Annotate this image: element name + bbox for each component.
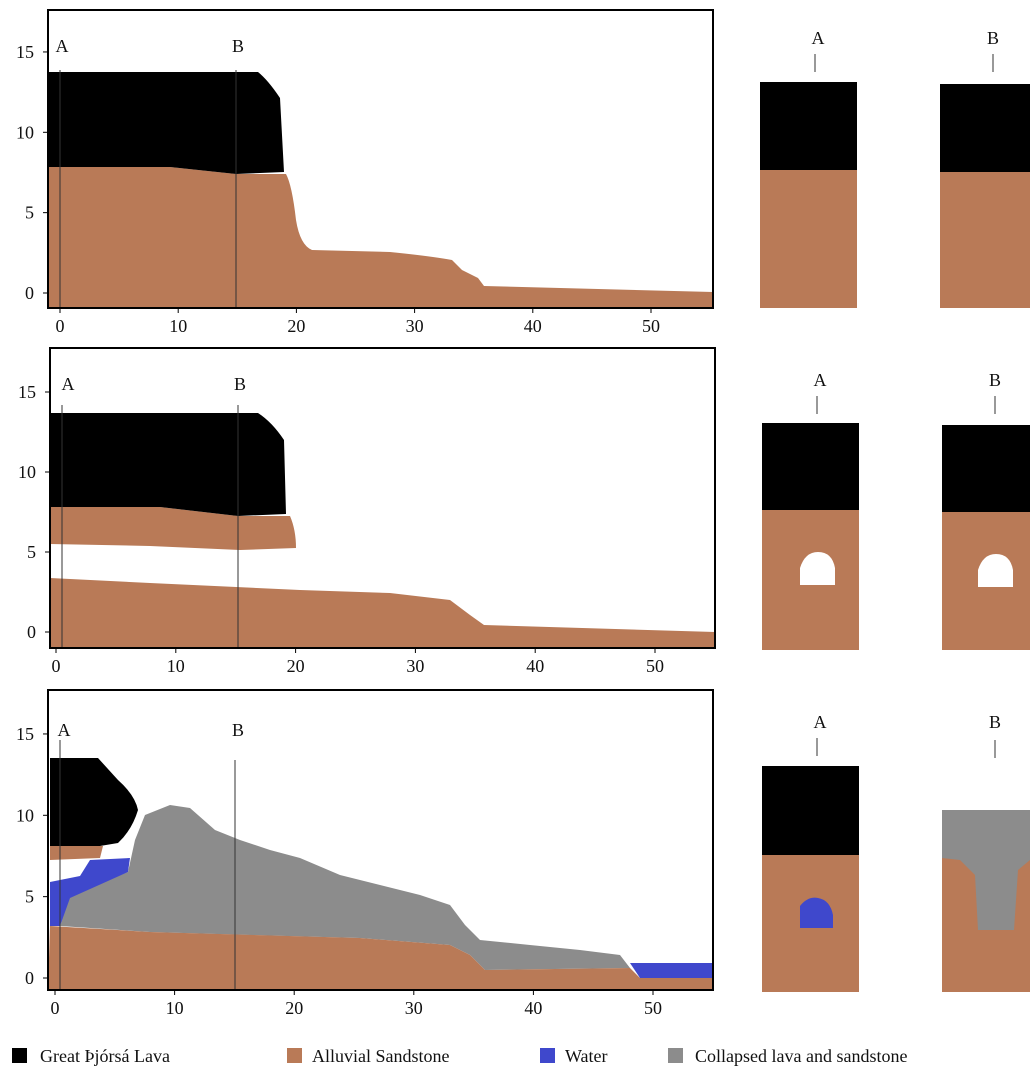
y-tick-label: 15	[16, 42, 34, 62]
sandstone	[940, 172, 1030, 308]
panel-1: 0 10 20 30 40 50 0 5 10 15 A B A B	[16, 10, 1030, 336]
x-tick-label: 0	[51, 998, 60, 1018]
profile-label: A	[56, 36, 69, 56]
y-tick-label: 0	[25, 968, 34, 988]
x-tick-label: 30	[405, 998, 423, 1018]
y-tick-label: 10	[16, 122, 34, 142]
section-label: A	[814, 712, 827, 732]
y-tick-label: 15	[18, 382, 36, 402]
y-tick-label: 5	[25, 887, 34, 907]
y-tick-label: 10	[18, 462, 36, 482]
x-tick-label: 20	[285, 998, 303, 1018]
x-tick-label: 40	[524, 316, 542, 336]
section-label: B	[989, 712, 1001, 732]
sandstone	[48, 167, 713, 308]
legend-label: Collapsed lava and sandstone	[695, 1046, 907, 1066]
panel-3: 0 10 20 30 40 50 0 5 10 15 A B A B	[16, 690, 1030, 1018]
panel-2: 0 10 20 30 40 50 0 5 10 15 A B A B	[18, 348, 1030, 676]
lava	[942, 425, 1030, 512]
lava	[762, 423, 859, 510]
x-tick-label: 50	[646, 656, 664, 676]
x-tick-label: 50	[644, 998, 662, 1018]
x-tick-label: 30	[406, 316, 424, 336]
x-tick-label: 10	[166, 998, 184, 1018]
legend-swatch	[12, 1048, 27, 1063]
x-tick-label: 10	[169, 316, 187, 336]
legend-swatch	[540, 1048, 555, 1063]
profile-label: A	[58, 720, 71, 740]
lava	[48, 72, 284, 174]
figure: 01020304050051015ABAB 01020304050051015A…	[0, 0, 1030, 1068]
x-tick-label: 40	[524, 998, 542, 1018]
lava	[762, 766, 859, 855]
sandstone	[50, 846, 103, 860]
legend-swatch	[668, 1048, 683, 1063]
profile-label: B	[232, 720, 244, 740]
lava	[940, 84, 1030, 172]
y-tick-label: 5	[25, 203, 34, 223]
y-tick-label: 5	[27, 542, 36, 562]
sandstone	[50, 578, 715, 648]
x-tick-label: 0	[56, 316, 65, 336]
legend-label: Water	[565, 1046, 608, 1066]
section-label: B	[987, 28, 999, 48]
sandstone	[760, 170, 857, 308]
x-tick-label: 10	[167, 656, 185, 676]
profile-label: B	[234, 374, 246, 394]
legend-label: Alluvial Sandstone	[312, 1046, 450, 1066]
section-label: A	[814, 370, 827, 390]
lava	[50, 413, 286, 516]
x-tick-label: 0	[52, 656, 61, 676]
lava	[760, 82, 857, 170]
water	[630, 963, 713, 978]
x-tick-label: 30	[406, 656, 424, 676]
x-tick-label: 40	[526, 656, 544, 676]
y-tick-label: 0	[25, 283, 34, 303]
x-tick-label: 20	[287, 656, 305, 676]
legend-label: Great Þjórsá Lava	[40, 1046, 170, 1066]
profile-label: A	[62, 374, 75, 394]
section-label: A	[812, 28, 825, 48]
x-tick-label: 50	[642, 316, 660, 336]
x-tick-label: 20	[287, 316, 305, 336]
y-tick-label: 0	[27, 622, 36, 642]
legend-swatch	[287, 1048, 302, 1063]
profile-label: B	[232, 36, 244, 56]
y-tick-label: 15	[16, 724, 34, 744]
section-label: B	[989, 370, 1001, 390]
lava	[50, 758, 138, 846]
y-tick-label: 10	[16, 805, 34, 825]
